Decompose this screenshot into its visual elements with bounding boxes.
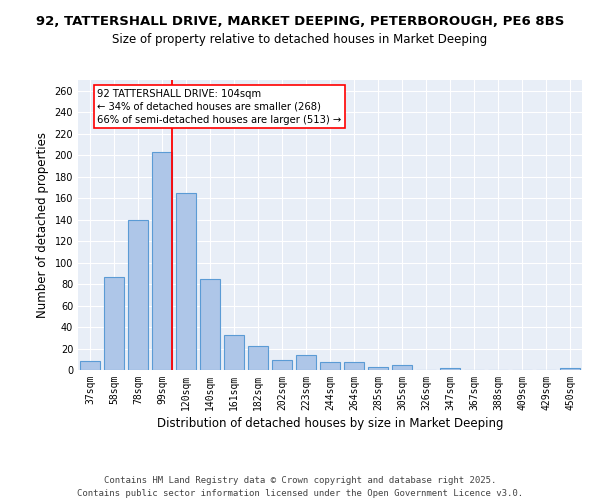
- Bar: [200, 278, 220, 370]
- Bar: [560, 368, 580, 370]
- Bar: [296, 355, 316, 370]
- Text: Size of property relative to detached houses in Market Deeping: Size of property relative to detached ho…: [112, 32, 488, 46]
- Y-axis label: Number of detached properties: Number of detached properties: [36, 132, 49, 318]
- Bar: [368, 367, 388, 370]
- Bar: [80, 362, 100, 370]
- Bar: [392, 364, 412, 370]
- Text: Contains HM Land Registry data © Crown copyright and database right 2025.
Contai: Contains HM Land Registry data © Crown c…: [77, 476, 523, 498]
- X-axis label: Distribution of detached houses by size in Market Deeping: Distribution of detached houses by size …: [157, 417, 503, 430]
- Bar: [224, 334, 244, 370]
- Bar: [104, 276, 124, 370]
- Bar: [344, 362, 364, 370]
- Bar: [440, 368, 460, 370]
- Bar: [248, 346, 268, 370]
- Bar: [128, 220, 148, 370]
- Bar: [320, 362, 340, 370]
- Bar: [272, 360, 292, 370]
- Text: 92 TATTERSHALL DRIVE: 104sqm
← 34% of detached houses are smaller (268)
66% of s: 92 TATTERSHALL DRIVE: 104sqm ← 34% of de…: [97, 88, 341, 125]
- Bar: [176, 193, 196, 370]
- Bar: [152, 152, 172, 370]
- Text: 92, TATTERSHALL DRIVE, MARKET DEEPING, PETERBOROUGH, PE6 8BS: 92, TATTERSHALL DRIVE, MARKET DEEPING, P…: [36, 15, 564, 28]
